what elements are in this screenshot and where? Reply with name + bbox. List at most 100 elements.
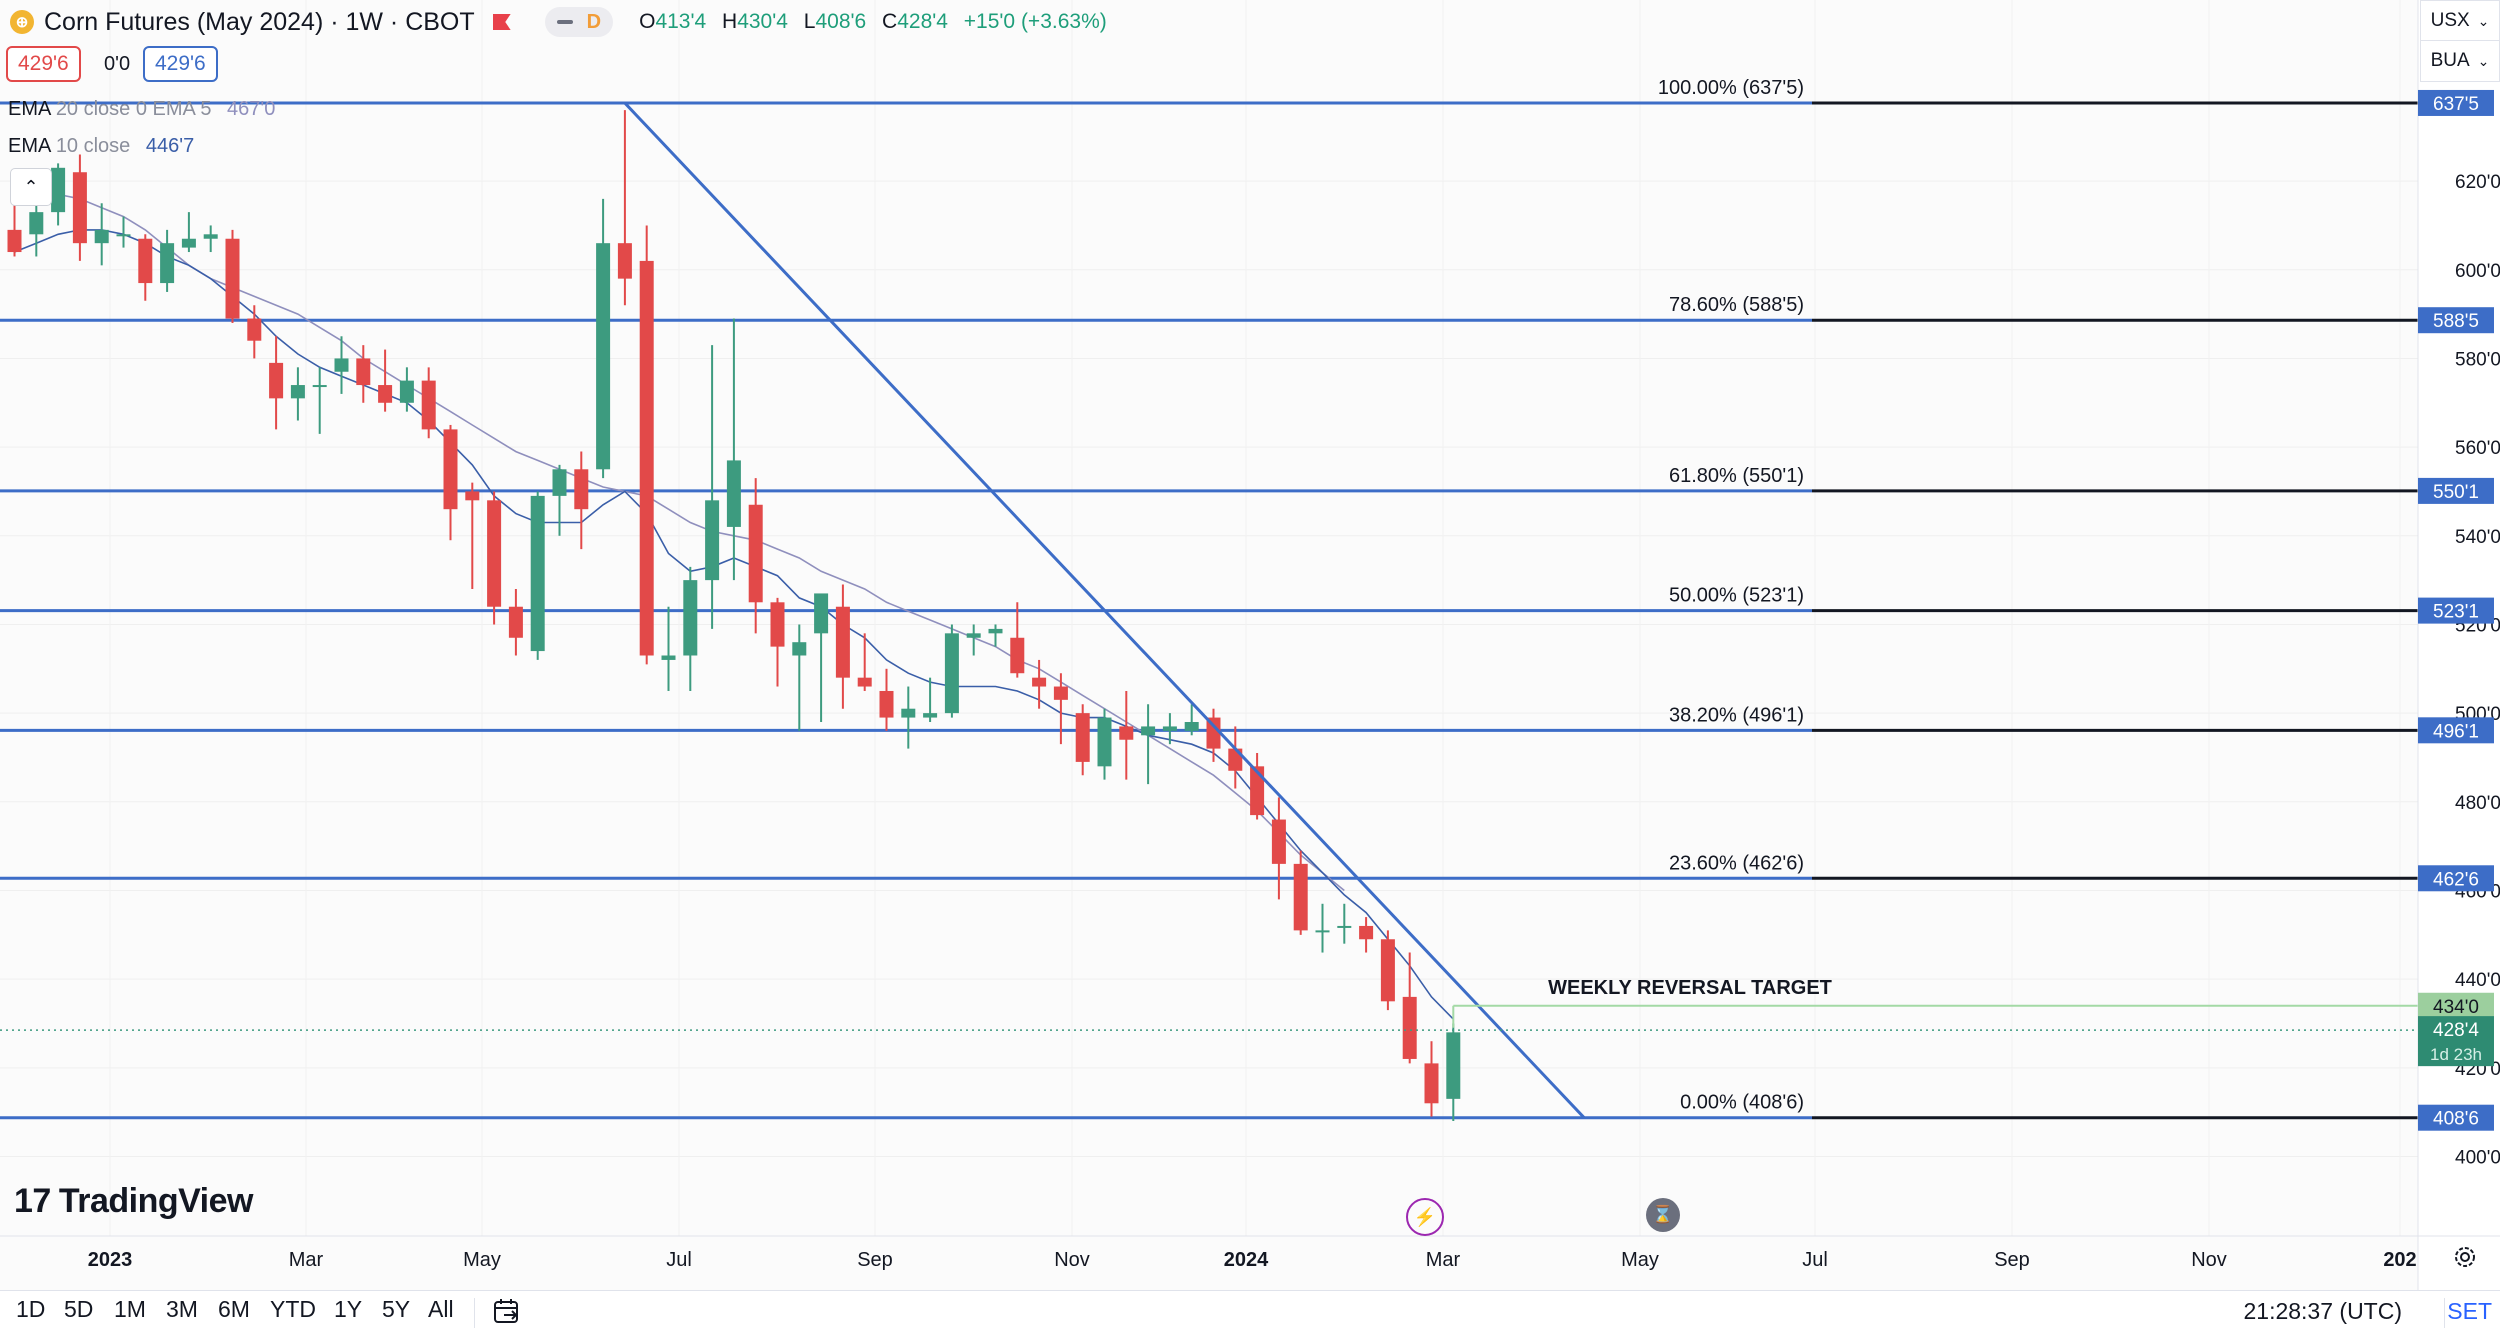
change-value: +15'0 (+3.63%): [963, 10, 1107, 33]
fib-price-tag: [2418, 717, 2494, 744]
chevron-down-icon: ⌄: [2477, 52, 2490, 69]
currency-label: USX: [2430, 10, 2470, 31]
time-tick-label: 2023: [88, 1249, 133, 1271]
candle-body: [705, 500, 720, 581]
time-tick-label: Sep: [857, 1249, 893, 1271]
utc-clock[interactable]: 21:28:37 (UTC): [2243, 1298, 2402, 1324]
candle-body: [530, 495, 545, 652]
fib-price-tag: [2418, 477, 2494, 504]
market-status-pill[interactable]: D: [544, 7, 614, 37]
fib-level-label: 50.00% (523'1): [1669, 585, 1804, 607]
target-price-tag-label: 434'0: [2433, 997, 2479, 1018]
candle-body: [508, 606, 523, 638]
range-1m[interactable]: 1M: [114, 1296, 146, 1322]
ema10-legend[interactable]: EMA 10 close 446'7: [8, 135, 194, 158]
range-6m[interactable]: 6M: [218, 1296, 250, 1322]
hourglass-event-icon[interactable]: ⌛: [1646, 1198, 1680, 1232]
fib-price-tag-label: 550'1: [2433, 482, 2479, 503]
chevron-up-icon: ⌃: [23, 176, 39, 197]
tradingview-wordmark: TradingView: [58, 1182, 254, 1220]
candle-body: [7, 229, 22, 253]
lightning-event-icon[interactable]: ⚡: [1406, 1198, 1444, 1236]
range-5y[interactable]: 5Y: [382, 1296, 411, 1322]
range-3m[interactable]: 3M: [166, 1296, 198, 1322]
reversal-target-label: WEEKLY REVERSAL TARGET: [1548, 977, 1832, 999]
price-tick-label: 540'0: [2455, 527, 2500, 548]
ema20-legend[interactable]: EMA 20 close 0 EMA 5 467'0: [8, 98, 275, 121]
unit-select[interactable]: BUA ⌄: [2420, 40, 2500, 82]
candle-body: [1053, 686, 1068, 700]
fib-level-label: 78.60% (588'5): [1669, 294, 1804, 316]
fib-price-tag-label: 588'5: [2433, 311, 2479, 332]
candle-body: [1446, 1032, 1461, 1099]
candle-body: [1141, 726, 1156, 736]
session-button[interactable]: SET: [2447, 1298, 2492, 1324]
candle-body: [269, 362, 284, 399]
candle-body: [1271, 819, 1286, 864]
close-value: 428'4: [897, 10, 948, 33]
time-tick-label: Jul: [1802, 1249, 1828, 1271]
candle-body: [1337, 925, 1352, 928]
candle-body: [1380, 939, 1395, 1002]
symbol-logo-icon[interactable]: ⊕: [10, 10, 34, 34]
candle-body: [203, 234, 218, 239]
toolbar-divider: [2444, 1298, 2445, 1328]
unit-label: BUA: [2430, 50, 2470, 71]
price-axis[interactable]: 620'0600'0580'0560'0540'0520'0500'0480'0…: [2417, 0, 2500, 1290]
ema10-value: 446'7: [145, 135, 195, 157]
candle-body: [617, 243, 632, 279]
range-1y[interactable]: 1Y: [334, 1296, 363, 1322]
fib-price-tag: [2418, 1104, 2494, 1131]
candle-body: [857, 677, 872, 687]
candle-body: [1250, 766, 1265, 816]
fibonacci-retracement[interactable]: 100.00% (637'5) 78.60% (588'5) 61.80% (550…: [0, 77, 2418, 1120]
range-ytd[interactable]: YTD: [270, 1296, 316, 1322]
candle-body: [683, 580, 698, 656]
candle-body: [748, 504, 763, 603]
range-all[interactable]: All: [428, 1296, 454, 1322]
price-tick-label: 440'0: [2455, 970, 2500, 991]
currency-select[interactable]: USX ⌄: [2420, 0, 2500, 42]
calendar-goto-icon[interactable]: [492, 1296, 522, 1326]
candle-body: [72, 172, 87, 244]
candle-body: [1162, 726, 1177, 731]
fib-level-label: 61.80% (550'1): [1669, 465, 1804, 487]
candle-body: [334, 358, 349, 372]
symbol-title[interactable]: Corn Futures (May 2024) · 1W · CBOT: [44, 7, 475, 36]
ohlc-readout: O413'4 H430'4 L408'6 C428'4 +15'0 (+3.63…: [639, 10, 1117, 34]
chart-background: [0, 0, 2418, 1290]
fib-level-label: 38.20% (496'1): [1669, 704, 1804, 726]
candle-body: [421, 380, 436, 430]
time-tick-label: Mar: [289, 1249, 324, 1271]
price-tick-label: 600'0: [2455, 261, 2500, 282]
range-5d[interactable]: 5D: [64, 1296, 94, 1322]
target-price-tag: [2418, 992, 2494, 1019]
chart-header: ⊕ Corn Futures (May 2024) · 1W · CBOT D …: [10, 4, 1117, 40]
candle-body: [487, 500, 502, 607]
candle-body: [1184, 722, 1199, 731]
flag-icon[interactable]: [493, 14, 511, 30]
tradingview-logo[interactable]: 17 TradingView: [14, 1182, 253, 1221]
settings-gear-icon[interactable]: [2450, 1242, 2480, 1272]
time-tick-label: Nov: [1054, 1249, 1090, 1271]
candle-body: [966, 633, 981, 638]
sell-price-button[interactable]: 429'6: [6, 46, 81, 82]
chart-overlays[interactable]: WEEKLY REVERSAL TARGET: [0, 102, 2418, 1119]
range-1d[interactable]: 1D: [16, 1296, 46, 1322]
collapse-legend-button[interactable]: ⌃: [10, 168, 52, 206]
time-tick-label: Jul: [666, 1249, 692, 1271]
low-label: L: [803, 10, 816, 33]
candle-body: [923, 713, 938, 718]
buy-price-button[interactable]: 429'6: [143, 46, 218, 82]
downtrend-line[interactable]: [623, 102, 1586, 1119]
fib-price-tag: [2418, 597, 2494, 624]
time-axis[interactable]: 2023 Mar May Jul Sep Nov 2024 Mar May Jul Sep Nov 20…: [0, 1235, 2500, 1271]
fib-price-tag-label: 637'5: [2433, 94, 2479, 115]
candle-body: [247, 318, 262, 341]
candle-body: [770, 602, 785, 647]
price-tick-label: 580'0: [2455, 349, 2500, 370]
candle-body: [160, 243, 175, 284]
ema10-args: 10 close: [55, 135, 131, 157]
candle-body: [1097, 717, 1112, 767]
